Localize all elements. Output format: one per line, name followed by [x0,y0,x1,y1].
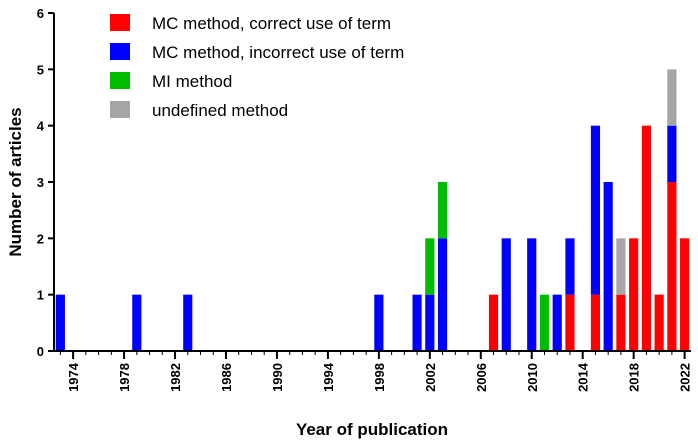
bar-2019-series-0 [641,125,651,351]
bar-2002-series-1 [425,294,435,351]
bar-2016-series-1 [603,182,613,351]
bar-2008-series-1 [501,238,511,351]
bars-layer [55,69,690,351]
legend-swatch-0 [110,14,130,31]
x-tick-label-2006: 2006 [474,363,489,392]
y-tick-label-1: 1 [37,288,44,303]
x-tick-label-1994: 1994 [321,362,336,392]
bar-1979-series-1 [132,294,142,351]
bar-2017-series-0 [616,294,626,351]
bar-2003-series-1 [437,238,448,351]
y-tick-label-5: 5 [37,62,44,77]
y-tick-label-0: 0 [37,344,44,359]
x-tick-label-1974: 1974 [66,362,81,392]
bar-2021-series-0 [667,182,677,351]
legend-swatch-3 [110,101,130,118]
y-tick-label-3: 3 [37,175,44,190]
bar-2021-series-1 [667,125,677,182]
x-tick-label-1998: 1998 [372,363,387,392]
legend-label-2: MI method [152,72,232,91]
y-tick-label-4: 4 [37,119,45,134]
bar-2020-series-0 [654,294,664,351]
x-tick-label-2014: 2014 [576,362,591,392]
legend-swatch-2 [110,72,130,89]
bar-2012-series-1 [552,294,562,351]
bar-2002-series-2 [425,238,435,295]
x-tick-label-1982: 1982 [168,363,183,392]
legend: MC method, correct use of term MC method,… [110,14,404,120]
y-axis-title: Number of articles [6,107,25,256]
bar-1998-series-1 [374,294,384,351]
bar-2011-series-2 [539,294,550,351]
bar-2021-series-3 [667,69,677,126]
x-tick-label-1978: 1978 [117,363,132,392]
x-tick-label-2002: 2002 [423,363,438,392]
bar-2013-series-1 [565,238,575,295]
bar-2017-series-3 [616,238,626,295]
y-tick-label-2: 2 [37,231,44,246]
x-tick-label-1986: 1986 [219,363,234,392]
bar-2015-series-0 [590,294,601,351]
bar-1983-series-1 [183,294,193,351]
y-tick-label-6: 6 [37,6,44,21]
bar-2013-series-0 [565,294,575,351]
legend-swatch-1 [110,43,130,60]
y-ticks: 0 1 2 3 4 5 6 [37,6,54,359]
bar-1973-series-1 [55,294,65,351]
bar-2022-series-0 [680,238,690,351]
x-axis-title: Year of publication [296,420,448,439]
legend-label-0: MC method, correct use of term [152,14,391,33]
x-tick-label-2018: 2018 [627,363,642,392]
x-tick-label-2022: 2022 [678,363,693,392]
legend-label-3: undefined method [152,101,288,120]
legend-label-1: MC method, incorrect use of term [152,43,404,62]
bar-2001-series-1 [412,294,422,351]
bar-2003-series-2 [437,182,448,239]
x-ticks: 1974 1978 1982 1986 1990 1994 1998 2002 2006 2010… [59,351,693,392]
bar-2018-series-0 [629,238,639,351]
bar-2010-series-1 [527,238,537,351]
x-tick-label-1990: 1990 [270,363,285,392]
bar-2007-series-0 [488,294,499,351]
x-tick-label-2010: 2010 [525,363,540,392]
bar-2015-series-1 [590,125,601,295]
